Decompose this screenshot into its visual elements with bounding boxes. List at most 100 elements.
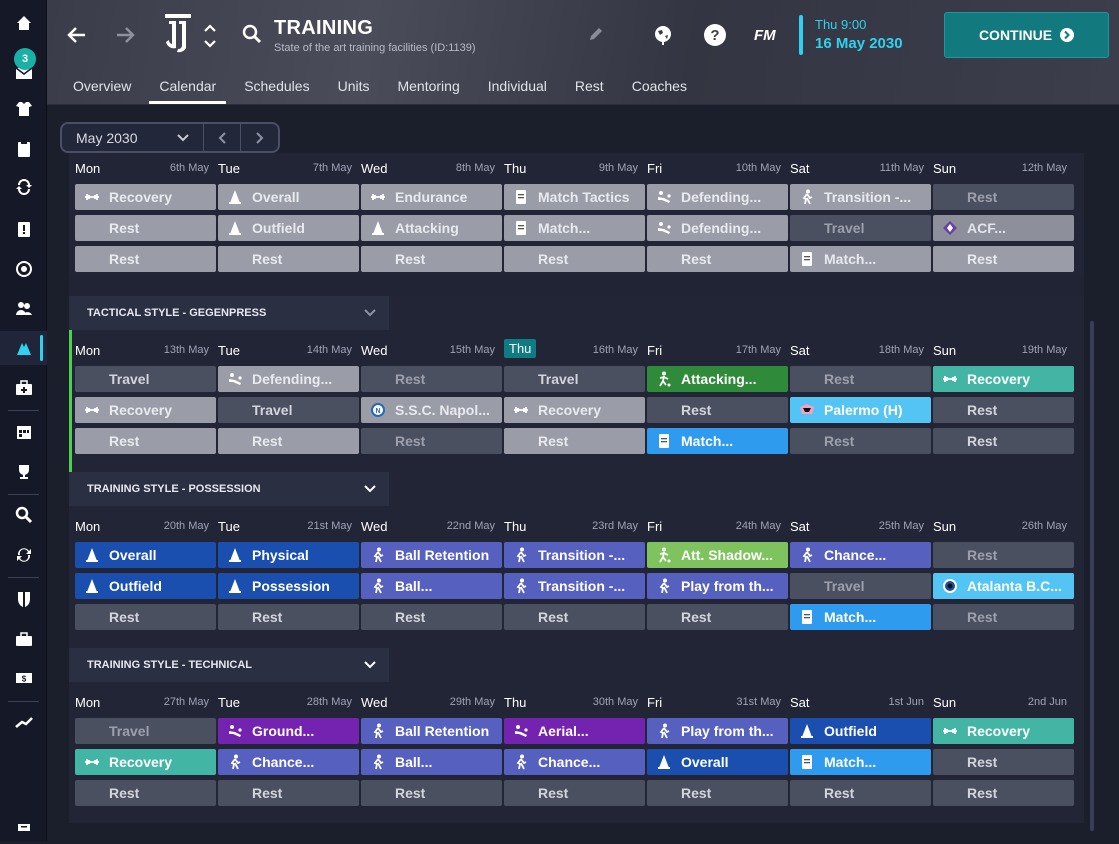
training-icon[interactable]: [0, 331, 47, 365]
training-session-slot[interactable]: Ball...: [361, 573, 502, 599]
tab-calendar[interactable]: Calendar: [145, 78, 230, 104]
training-session-slot[interactable]: Rest: [361, 780, 502, 806]
training-session-slot[interactable]: Rest: [647, 246, 788, 272]
training-session-slot[interactable]: Recovery: [75, 397, 216, 423]
training-session-slot[interactable]: Rest: [790, 780, 931, 806]
training-session-slot[interactable]: Rest: [790, 428, 931, 454]
training-session-slot[interactable]: Rest: [75, 604, 216, 630]
training-session-slot[interactable]: Rest: [361, 604, 502, 630]
pencil-icon[interactable]: [588, 26, 604, 42]
training-session-slot[interactable]: Rest: [75, 428, 216, 454]
training-session-slot[interactable]: Rest: [933, 246, 1074, 272]
training-session-slot[interactable]: Rest: [75, 780, 216, 806]
training-session-slot[interactable]: Transition -...: [504, 573, 645, 599]
training-session-slot[interactable]: Rest: [75, 246, 216, 272]
training-session-slot[interactable]: Outfield: [75, 573, 216, 599]
training-session-slot[interactable]: N S.S.C. Napol...: [361, 397, 502, 423]
transfers-icon[interactable]: [0, 170, 47, 204]
training-session-slot[interactable]: Travel: [218, 397, 359, 423]
scouting-icon[interactable]: [0, 252, 47, 286]
dynamics-icon[interactable]: [0, 212, 47, 246]
week-schedule-header[interactable]: TRAINING STYLE - TECHNICAL: [69, 648, 389, 682]
training-session-slot[interactable]: Atalanta B.C...: [933, 573, 1074, 599]
training-session-slot[interactable]: Transition -...: [790, 184, 931, 210]
inbox-icon[interactable]: [0, 55, 47, 89]
training-session-slot[interactable]: Rest: [647, 397, 788, 423]
training-session-slot[interactable]: Palermo (H): [790, 397, 931, 423]
training-session-slot[interactable]: Rest: [504, 428, 645, 454]
training-session-slot[interactable]: Rest: [218, 246, 359, 272]
search-icon[interactable]: [241, 23, 263, 45]
training-session-slot[interactable]: Rest: [647, 780, 788, 806]
training-session-slot[interactable]: Rest: [218, 604, 359, 630]
trophy-icon[interactable]: [0, 455, 47, 489]
medical-icon[interactable]: [0, 371, 47, 405]
finances-icon[interactable]: $: [0, 661, 47, 695]
tab-schedules[interactable]: Schedules: [244, 78, 310, 94]
training-session-slot[interactable]: Match...: [790, 246, 931, 272]
chevron-updown-icon[interactable]: [203, 22, 217, 50]
training-session-slot[interactable]: Travel: [504, 366, 645, 392]
training-session-slot[interactable]: Attacking...: [647, 366, 788, 392]
tab-individual[interactable]: Individual: [487, 78, 547, 94]
training-session-slot[interactable]: Match...: [790, 604, 931, 630]
training-session-slot[interactable]: Rest: [647, 604, 788, 630]
training-session-slot[interactable]: Ball Retention: [361, 542, 502, 568]
training-session-slot[interactable]: Travel: [75, 366, 216, 392]
training-session-slot[interactable]: Match...: [647, 428, 788, 454]
training-session-slot[interactable]: Travel: [75, 718, 216, 744]
squad-icon[interactable]: [0, 92, 47, 126]
week-schedule-header[interactable]: TRAINING STYLE - POSSESSION: [69, 472, 389, 506]
training-session-slot[interactable]: Rest: [361, 366, 502, 392]
training-session-slot[interactable]: Rest: [504, 604, 645, 630]
training-session-slot[interactable]: Aerial...: [504, 718, 645, 744]
training-session-slot[interactable]: Recovery: [75, 184, 216, 210]
training-session-slot[interactable]: Play from th...: [647, 718, 788, 744]
scrollbar[interactable]: [1090, 321, 1094, 831]
training-session-slot[interactable]: Chance...: [790, 542, 931, 568]
training-session-slot[interactable]: Possession: [218, 573, 359, 599]
training-session-slot[interactable]: Rest: [75, 215, 216, 241]
training-session-slot[interactable]: Overall: [647, 749, 788, 775]
refresh-icon[interactable]: [0, 538, 47, 572]
week-schedule-header[interactable]: TACTICAL STYLE - GEGENPRESS: [69, 296, 389, 330]
continue-button[interactable]: CONTINUE: [944, 12, 1109, 58]
training-session-slot[interactable]: Travel: [790, 573, 931, 599]
training-session-slot[interactable]: Att. Shadow...: [647, 542, 788, 568]
training-session-slot[interactable]: Match...: [790, 749, 931, 775]
training-session-slot[interactable]: Rest: [933, 428, 1074, 454]
training-session-slot[interactable]: Chance...: [218, 749, 359, 775]
training-session-slot[interactable]: Ground...: [218, 718, 359, 744]
tab-overview[interactable]: Overview: [73, 78, 132, 94]
training-session-slot[interactable]: Recovery: [933, 366, 1074, 392]
training-session-slot[interactable]: Physical: [218, 542, 359, 568]
next-month-button[interactable]: [241, 124, 278, 151]
training-session-slot[interactable]: Outfield: [790, 718, 931, 744]
training-session-slot[interactable]: Outfield: [218, 215, 359, 241]
training-session-slot[interactable]: Travel: [790, 215, 931, 241]
club-shield-icon[interactable]: [0, 582, 47, 616]
schedule-icon[interactable]: [0, 415, 47, 449]
training-session-slot[interactable]: Rest: [361, 246, 502, 272]
tab-mentoring[interactable]: Mentoring: [397, 78, 460, 94]
tab-units[interactable]: Units: [337, 78, 370, 94]
briefcase-icon[interactable]: [0, 622, 47, 656]
training-session-slot[interactable]: Rest: [933, 184, 1074, 210]
training-session-slot[interactable]: Rest: [933, 780, 1074, 806]
training-session-slot[interactable]: Attacking: [361, 215, 502, 241]
fm-logo[interactable]: FM: [754, 27, 776, 44]
training-session-slot[interactable]: Play from th...: [647, 573, 788, 599]
training-session-slot[interactable]: Recovery: [504, 397, 645, 423]
training-session-slot[interactable]: Rest: [218, 780, 359, 806]
training-session-slot[interactable]: Rest: [933, 542, 1074, 568]
staff-icon[interactable]: [0, 291, 47, 325]
training-session-slot[interactable]: ACF...: [933, 215, 1074, 241]
training-session-slot[interactable]: Rest: [218, 428, 359, 454]
home-icon[interactable]: [0, 6, 47, 40]
training-session-slot[interactable]: Rest: [933, 604, 1074, 630]
training-session-slot[interactable]: Defending...: [647, 215, 788, 241]
training-session-slot[interactable]: Match...: [504, 215, 645, 241]
training-session-slot[interactable]: Overall: [218, 184, 359, 210]
world-icon[interactable]: [650, 22, 676, 48]
tab-coaches[interactable]: Coaches: [631, 78, 687, 94]
